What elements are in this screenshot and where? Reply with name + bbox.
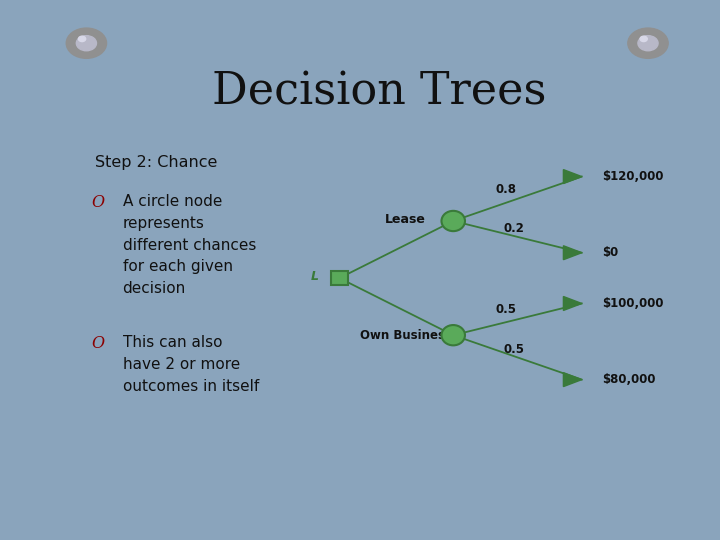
Text: $100,000: $100,000 — [602, 297, 663, 310]
Polygon shape — [564, 373, 582, 387]
Text: Lease: Lease — [385, 213, 426, 226]
Text: O: O — [91, 335, 105, 353]
Text: $0: $0 — [602, 246, 618, 259]
Polygon shape — [564, 246, 582, 260]
Text: 0.8: 0.8 — [496, 183, 517, 195]
Circle shape — [441, 325, 465, 346]
Text: 0.5: 0.5 — [496, 303, 517, 316]
Text: Own Business: Own Business — [359, 329, 451, 342]
Text: 0.2: 0.2 — [503, 222, 524, 235]
Text: O: O — [91, 194, 105, 212]
Text: A circle node
represents
different chances
for each given
decision: A circle node represents different chanc… — [122, 194, 256, 296]
Text: This can also
have 2 or more
outcomes in itself: This can also have 2 or more outcomes in… — [122, 335, 259, 394]
Circle shape — [441, 211, 465, 231]
Text: Step 2: Chance: Step 2: Chance — [95, 154, 217, 170]
Text: $80,000: $80,000 — [602, 373, 655, 386]
Text: 0.5: 0.5 — [503, 343, 524, 356]
Text: $120,000: $120,000 — [602, 170, 663, 183]
Polygon shape — [564, 170, 582, 184]
Text: Decision Trees: Decision Trees — [212, 70, 546, 113]
Text: L: L — [311, 270, 319, 283]
FancyBboxPatch shape — [331, 271, 348, 285]
Polygon shape — [564, 296, 582, 310]
